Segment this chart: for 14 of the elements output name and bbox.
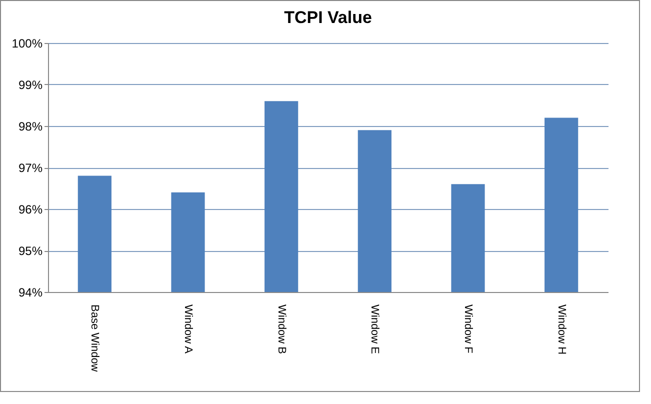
y-tick-label: 95% — [18, 244, 43, 258]
x-tick-label: Window B — [275, 304, 288, 354]
y-tick-label: 100% — [12, 36, 43, 50]
x-tick-label: Window A — [182, 304, 194, 354]
y-tick-label: 94% — [18, 286, 43, 300]
y-tick-label: 96% — [18, 202, 43, 216]
y-tick-label: 97% — [18, 161, 43, 175]
x-tick-label: Window F — [462, 304, 474, 354]
y-tick-label: 99% — [18, 78, 43, 92]
y-tick-label: 98% — [18, 120, 43, 134]
x-tick-label: Window H — [555, 304, 568, 355]
chart-title: TCPI Value — [284, 8, 372, 27]
x-tick-label: Window E — [368, 304, 381, 354]
x-tick-label: Base Window — [88, 304, 101, 372]
